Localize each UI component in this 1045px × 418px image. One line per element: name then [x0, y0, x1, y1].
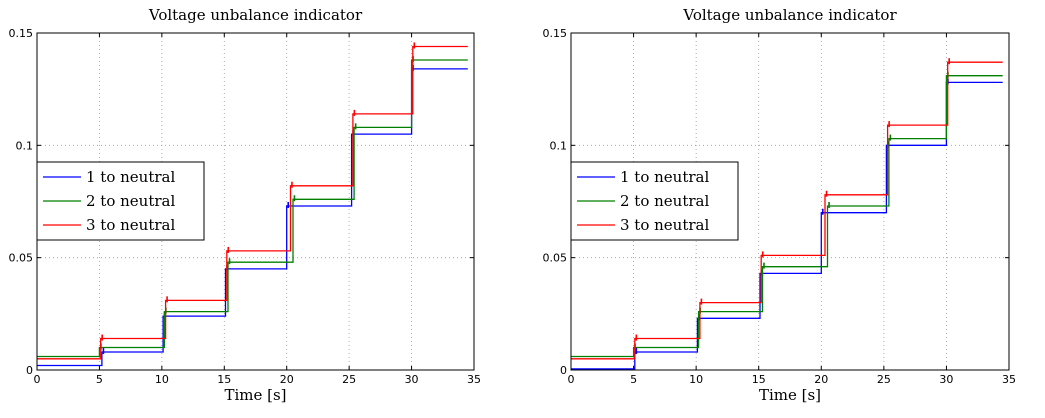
x-tick-label: 30 — [405, 373, 419, 386]
x-tick-label: 0 — [34, 373, 41, 386]
chart-panel-2: 0 5 10 15 20 25 30 35 0 0.05 0.1 0.15 Voltage unbala… — [543, 6, 1017, 404]
x-tick-label: 25 — [342, 373, 356, 386]
chart-title: Voltage unbalance indicator — [682, 6, 897, 24]
legend-label-2: 2 to neutral — [620, 192, 709, 210]
x-tick-label: 10 — [155, 373, 169, 386]
x-tick-label: 15 — [217, 373, 231, 386]
series-line-2 — [571, 75, 1003, 358]
chart-panel-1: 0 5 10 15 20 25 30 35 0 0.05 0.1 0.15 Voltage unbala… — [9, 6, 482, 404]
series-line-1 — [37, 68, 468, 367]
x-tick-label: 25 — [877, 373, 891, 386]
legend-label-3: 3 to neutral — [620, 216, 709, 234]
x-tick-label: 5 — [96, 373, 103, 386]
legend-label-2: 2 to neutral — [86, 192, 175, 210]
x-tick-label: 30 — [939, 373, 953, 386]
x-tick-label: 35 — [1002, 373, 1016, 386]
x-tick-label: 0 — [568, 373, 575, 386]
series-line-3 — [37, 45, 468, 360]
x-tick-label: 10 — [689, 373, 703, 386]
x-tick-label: 35 — [467, 373, 481, 386]
legend: 1 to neutral 2 to neutral 3 to neutral — [36, 161, 205, 241]
x-axis-label: Time [s] — [224, 386, 286, 404]
series-line-2 — [37, 59, 468, 358]
y-tick-label: 0.05 — [543, 252, 568, 265]
x-axis-label: Time [s] — [759, 386, 821, 404]
y-tick-label: 0 — [560, 364, 567, 377]
y-tick-label: 0.1 — [550, 139, 568, 152]
y-tick-label: 0 — [26, 364, 33, 377]
y-tick-label: 0.1 — [16, 139, 34, 152]
legend-label-1: 1 to neutral — [620, 168, 709, 186]
x-tick-label: 20 — [814, 373, 828, 386]
series-line-3 — [571, 61, 1003, 360]
series-line-1 — [571, 81, 1003, 370]
y-tick-label: 0.15 — [543, 27, 568, 40]
legend-label-1: 1 to neutral — [86, 168, 175, 186]
x-tick-label: 15 — [752, 373, 766, 386]
chart-title: Voltage unbalance indicator — [148, 6, 363, 24]
legend: 1 to neutral 2 to neutral 3 to neutral — [570, 161, 739, 241]
y-tick-label: 0.15 — [9, 27, 34, 40]
x-tick-label: 20 — [280, 373, 294, 386]
legend-label-3: 3 to neutral — [86, 216, 175, 234]
x-tick-label: 5 — [630, 373, 637, 386]
y-tick-label: 0.05 — [9, 252, 34, 265]
